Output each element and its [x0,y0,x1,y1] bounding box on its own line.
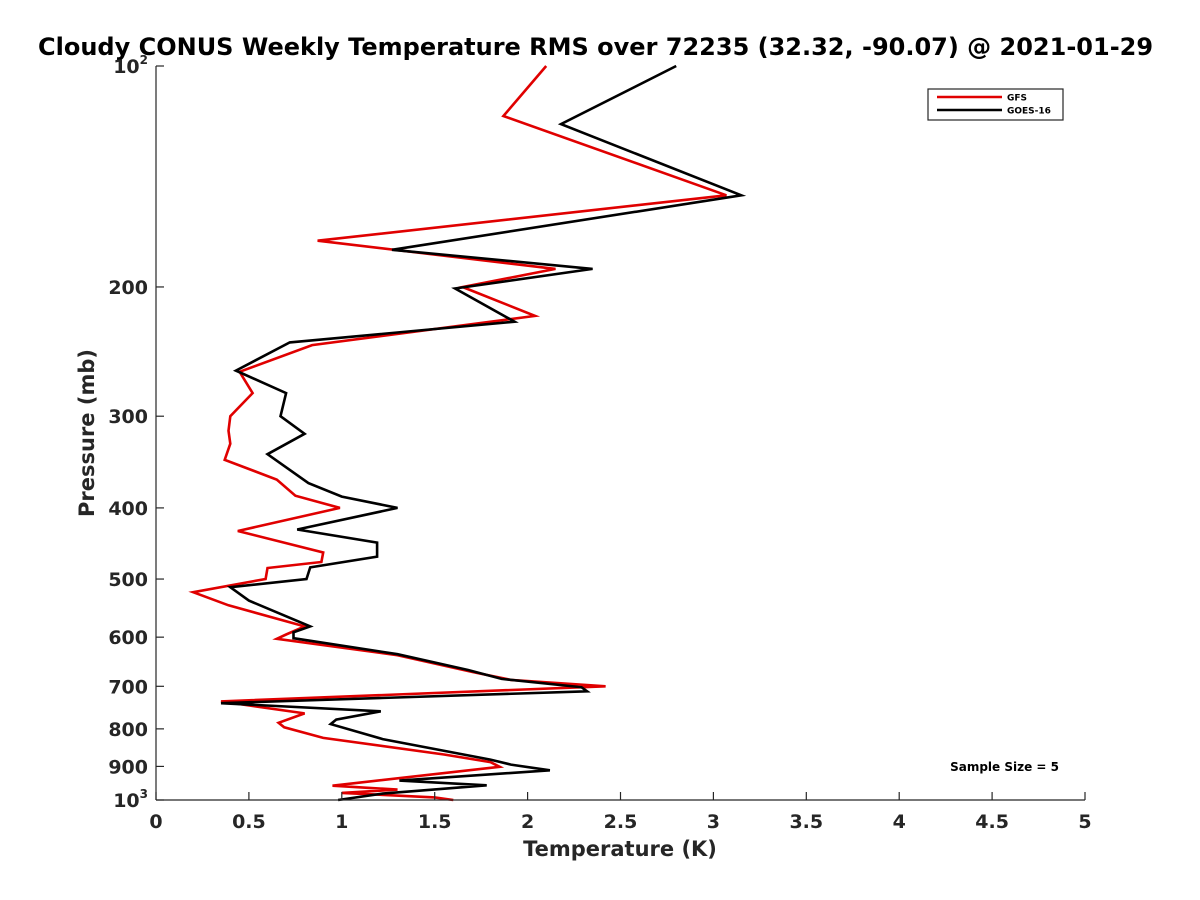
x-tick-label: 2.5 [604,811,638,833]
x-tick-label: 0 [149,811,162,833]
x-tick-label: 4 [893,811,906,833]
y-tick-label: 400 [108,498,148,520]
plot-area [188,64,747,802]
x-axis: 0 0.5 1 1.5 2 2.5 3 3.5 4 4.5 5 [149,792,1092,833]
legend-label-gfs: GFS [1007,94,1027,104]
x-tick-label: 3.5 [789,811,823,833]
x-axis-label: Temperature (K) [523,837,717,861]
y-tick-label: 700 [108,676,148,698]
x-tick-label: 1.5 [418,811,452,833]
y-tick-label: 102 [113,53,148,78]
series-line-gfs [188,65,727,802]
x-tick-label: 3 [707,811,720,833]
legend: GFS GOES-16 [927,88,1064,121]
x-tick-label: 5 [1078,811,1091,833]
legend-label-goes-16: GOES-16 [1007,107,1051,117]
y-tick-label: 900 [108,756,148,778]
y-axis: 102 200 300 400 500 600 700 800 900 103 [108,53,164,812]
y-tick-label: 200 [108,277,148,299]
series-line-goes-16 [220,64,747,802]
y-tick-label: 300 [108,406,148,428]
y-tick-label: 500 [108,569,148,591]
x-tick-label: 1 [335,811,348,833]
y-tick-label: 600 [108,627,148,649]
chart-title: Cloudy CONUS Weekly Temperature RMS over… [38,33,1153,61]
x-tick-label: 2 [521,811,534,833]
x-tick-label: 0.5 [232,811,266,833]
sample-size-annotation: Sample Size = 5 [950,760,1059,774]
legend-box [927,88,1064,121]
y-axis-label: Pressure (mb) [75,349,99,517]
y-tick-label: 103 [113,787,148,812]
x-tick-label: 4.5 [975,811,1009,833]
y-tick-label: 800 [108,719,148,741]
